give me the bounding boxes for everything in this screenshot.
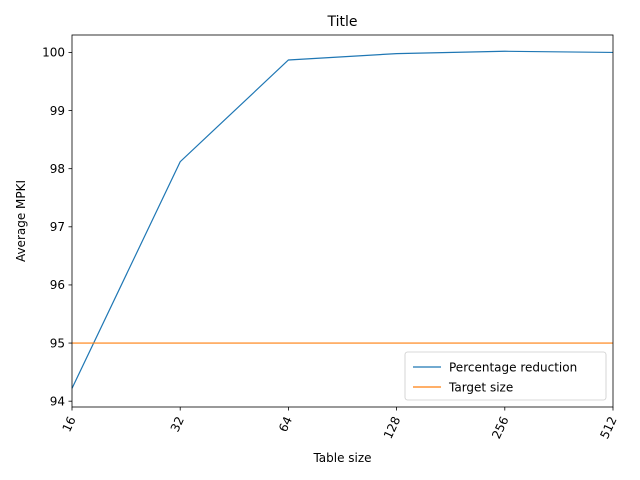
y-tick-label: 95 [50, 336, 65, 350]
x-tick-label: 64 [276, 414, 295, 434]
series-line-1 [71, 50, 614, 389]
y-tick-label: 96 [50, 278, 65, 292]
legend-entry: Percentage reduction [449, 360, 577, 374]
y-tick-label: 94 [50, 394, 65, 408]
y-tick-label: 98 [50, 162, 65, 176]
series-lines [71, 50, 614, 389]
y-axis-ticks: 94 95 96 97 98 99 100 [42, 46, 72, 408]
legend: Percentage reduction Target size [404, 351, 607, 401]
plot-frame [71, 34, 614, 408]
y-tick-label: 99 [50, 104, 65, 118]
legend-box [404, 351, 607, 401]
legend-entry: Target size [448, 380, 513, 394]
x-tick-label: 16 [60, 414, 79, 434]
y-axis-label: Average MPKI [14, 180, 28, 262]
x-tick-label: 256 [489, 414, 511, 441]
x-tick-label: 32 [168, 414, 187, 434]
chart-title: Title [326, 14, 357, 30]
x-axis-ticks: 16 32 64 128 256 512 [60, 407, 620, 441]
y-tick-label: 100 [42, 46, 65, 60]
x-tick-label: 512 [597, 414, 619, 441]
y-tick-label: 97 [50, 220, 65, 234]
x-axis-label: Table size [312, 451, 371, 465]
x-tick-label: 128 [381, 414, 403, 441]
